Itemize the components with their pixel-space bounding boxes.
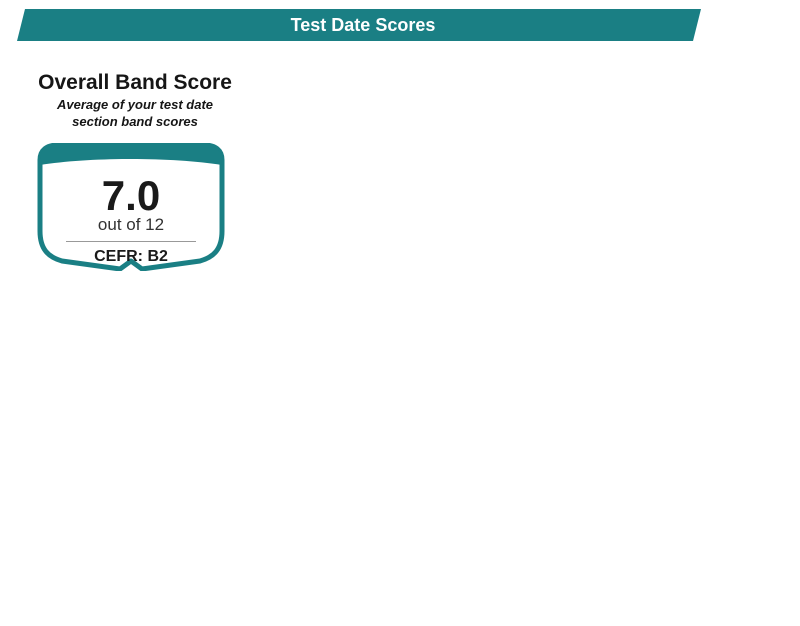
svg-text:Test Date Scores: Test Date Scores <box>291 15 436 35</box>
